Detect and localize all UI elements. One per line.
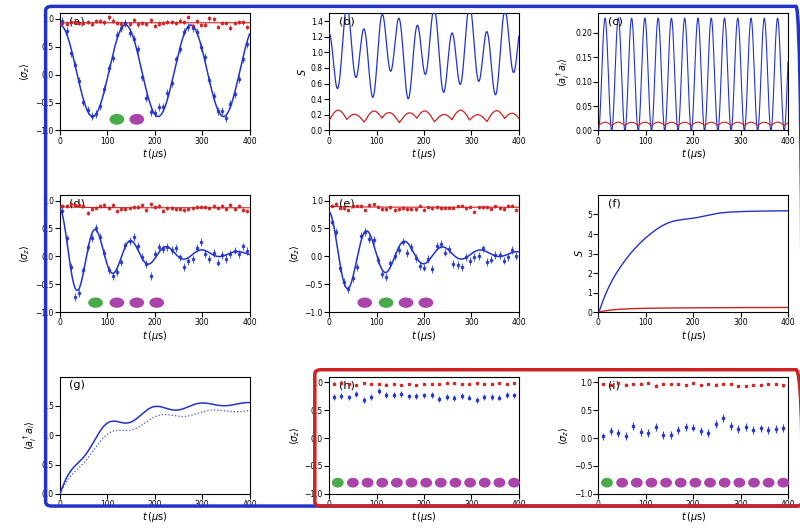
Y-axis label: $\langle a_i^\dagger a_i\rangle$: $\langle a_i^\dagger a_i\rangle$ [555, 57, 572, 87]
X-axis label: $t\,(\mu\mathrm{s})$: $t\,(\mu\mathrm{s})$ [411, 510, 437, 525]
X-axis label: $t\,(\mu\mathrm{s})$: $t\,(\mu\mathrm{s})$ [142, 147, 167, 161]
Ellipse shape [435, 478, 446, 487]
Ellipse shape [661, 478, 671, 487]
Ellipse shape [602, 478, 612, 487]
Ellipse shape [89, 298, 102, 307]
Ellipse shape [362, 478, 373, 487]
Ellipse shape [479, 478, 490, 487]
X-axis label: $t\,(\mu\mathrm{s})$: $t\,(\mu\mathrm{s})$ [142, 510, 167, 525]
Ellipse shape [749, 478, 759, 487]
Ellipse shape [421, 478, 431, 487]
Y-axis label: $\langle a_i^\dagger a_i\rangle$: $\langle a_i^\dagger a_i\rangle$ [22, 421, 39, 450]
X-axis label: $t\,(\mu\mathrm{s})$: $t\,(\mu\mathrm{s})$ [681, 510, 706, 525]
Ellipse shape [348, 478, 358, 487]
Text: (d): (d) [70, 199, 86, 209]
Text: (c): (c) [608, 17, 622, 27]
Ellipse shape [130, 298, 143, 307]
Text: (i): (i) [608, 380, 620, 390]
Ellipse shape [110, 115, 123, 124]
Text: (b): (b) [338, 17, 354, 27]
Ellipse shape [690, 478, 701, 487]
Ellipse shape [494, 478, 505, 487]
X-axis label: $t\,(\mu\mathrm{s})$: $t\,(\mu\mathrm{s})$ [681, 329, 706, 343]
Ellipse shape [778, 478, 789, 487]
Ellipse shape [450, 478, 461, 487]
Ellipse shape [617, 478, 627, 487]
Ellipse shape [631, 478, 642, 487]
Y-axis label: $\langle\sigma_z\rangle$: $\langle\sigma_z\rangle$ [288, 426, 302, 444]
Y-axis label: $\langle\sigma_z\rangle$: $\langle\sigma_z\rangle$ [288, 244, 302, 263]
Ellipse shape [509, 478, 519, 487]
X-axis label: $t\,(\mu\mathrm{s})$: $t\,(\mu\mathrm{s})$ [411, 147, 437, 161]
Text: (g): (g) [70, 380, 86, 390]
X-axis label: $t\,(\mu\mathrm{s})$: $t\,(\mu\mathrm{s})$ [411, 329, 437, 343]
Ellipse shape [377, 478, 387, 487]
Y-axis label: $\langle\sigma_z\rangle$: $\langle\sigma_z\rangle$ [557, 426, 571, 444]
Text: (f): (f) [608, 199, 621, 209]
Y-axis label: $S$: $S$ [296, 68, 308, 76]
Ellipse shape [419, 298, 433, 307]
Ellipse shape [379, 298, 393, 307]
Ellipse shape [399, 298, 413, 307]
Text: (h): (h) [338, 380, 354, 390]
Y-axis label: $\langle\sigma_z\rangle$: $\langle\sigma_z\rangle$ [18, 63, 33, 81]
Ellipse shape [719, 478, 730, 487]
Ellipse shape [150, 298, 163, 307]
Text: (a): (a) [70, 17, 85, 27]
Ellipse shape [705, 478, 715, 487]
Ellipse shape [130, 115, 143, 124]
X-axis label: $t\,(\mu\mathrm{s})$: $t\,(\mu\mathrm{s})$ [681, 147, 706, 161]
Ellipse shape [110, 298, 123, 307]
Ellipse shape [763, 478, 774, 487]
Y-axis label: $S$: $S$ [573, 250, 585, 258]
Ellipse shape [465, 478, 475, 487]
Ellipse shape [406, 478, 417, 487]
X-axis label: $t\,(\mu\mathrm{s})$: $t\,(\mu\mathrm{s})$ [142, 329, 167, 343]
Ellipse shape [392, 478, 402, 487]
Ellipse shape [734, 478, 745, 487]
Y-axis label: $\langle\sigma_z\rangle$: $\langle\sigma_z\rangle$ [18, 244, 33, 263]
Ellipse shape [333, 478, 343, 487]
Ellipse shape [675, 478, 686, 487]
Text: (e): (e) [338, 199, 354, 209]
Ellipse shape [358, 298, 371, 307]
Ellipse shape [646, 478, 657, 487]
